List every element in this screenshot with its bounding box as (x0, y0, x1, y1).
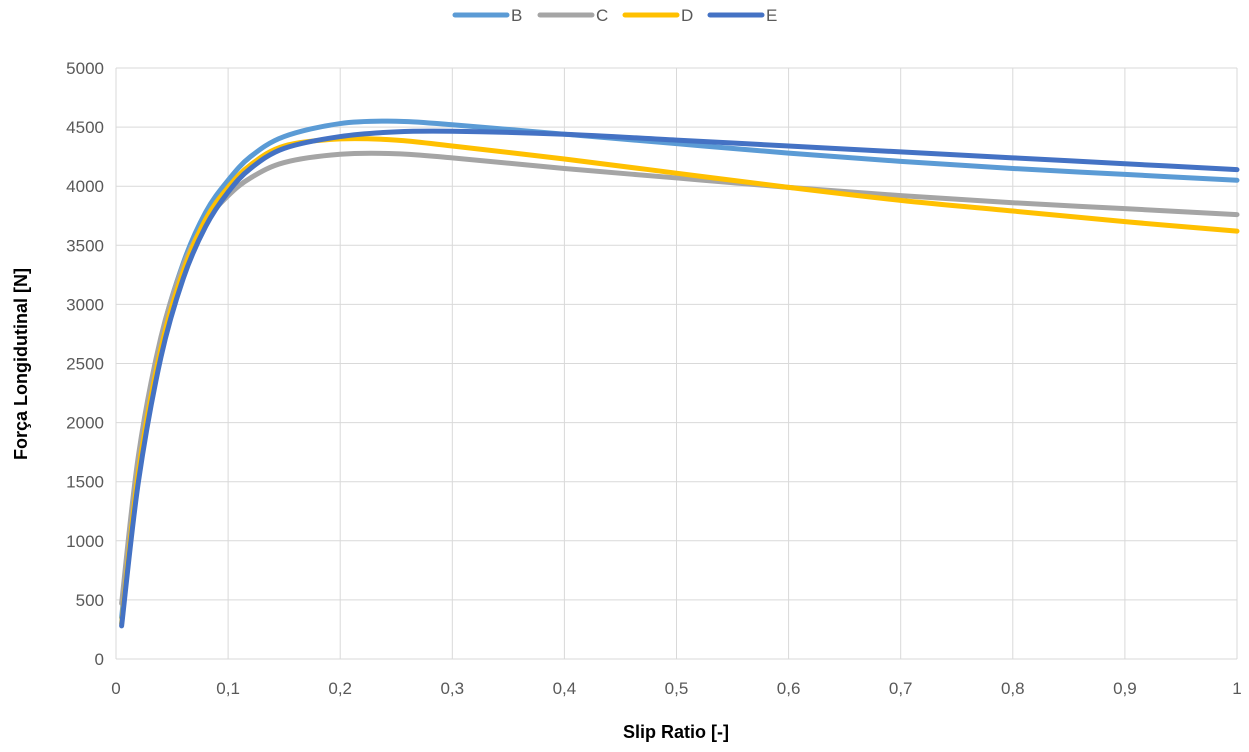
series-line-e (119, 128, 1240, 629)
legend-label: D (681, 6, 693, 25)
x-axis-title: Slip Ratio [-] (623, 722, 729, 742)
y-axis-ticks: 0 500 1000 1500 2000 2500 3000 3500 4000 4500 5000 (66, 59, 104, 669)
x-tick-label: 0,9 (1113, 679, 1137, 698)
y-tick-label: 3000 (66, 295, 104, 314)
legend-label: C (596, 6, 608, 25)
x-tick-label: 0,4 (553, 679, 577, 698)
x-axis-ticks: 0 0,1 0,2 0,3 0,4 0,5 0,6 0,7 0,8 0,9 1 (111, 679, 1241, 698)
y-tick-label: 1500 (66, 473, 104, 492)
x-tick-label: 0,3 (440, 679, 464, 698)
x-tick-label: 0,6 (777, 679, 801, 698)
series-line-b (119, 118, 1240, 621)
series-line-c (119, 150, 1240, 606)
x-tick-label: 0,5 (665, 679, 689, 698)
y-tick-label: 4000 (66, 177, 104, 196)
gridlines (115, 67, 1238, 660)
y-tick-label: 5000 (66, 59, 104, 78)
y-tick-label: 2500 (66, 355, 104, 374)
y-tick-label: 1000 (66, 532, 104, 551)
legend-label: B (511, 6, 522, 25)
x-tick-label: 0,8 (1001, 679, 1025, 698)
series-line-d (119, 136, 1240, 627)
legend-label: E (766, 6, 777, 25)
legend-item-b: B (452, 6, 522, 25)
x-tick-label: 0,2 (328, 679, 352, 698)
y-tick-label: 500 (76, 591, 104, 610)
y-tick-label: 2000 (66, 414, 104, 433)
y-tick-label: 0 (95, 650, 104, 669)
y-tick-label: 3500 (66, 236, 104, 255)
y-tick-label: 4500 (66, 118, 104, 137)
legend-item-e: E (707, 6, 777, 25)
series-lines (119, 118, 1240, 629)
x-tick-label: 0 (111, 679, 120, 698)
x-tick-label: 0,7 (889, 679, 913, 698)
x-tick-label: 1 (1232, 679, 1241, 698)
legend: B C D E (452, 6, 777, 25)
legend-item-c: C (537, 6, 608, 25)
y-axis-title: Força Longidutinal [N] (11, 268, 31, 460)
x-tick-label: 0,1 (216, 679, 240, 698)
legend-item-d: D (622, 6, 693, 25)
